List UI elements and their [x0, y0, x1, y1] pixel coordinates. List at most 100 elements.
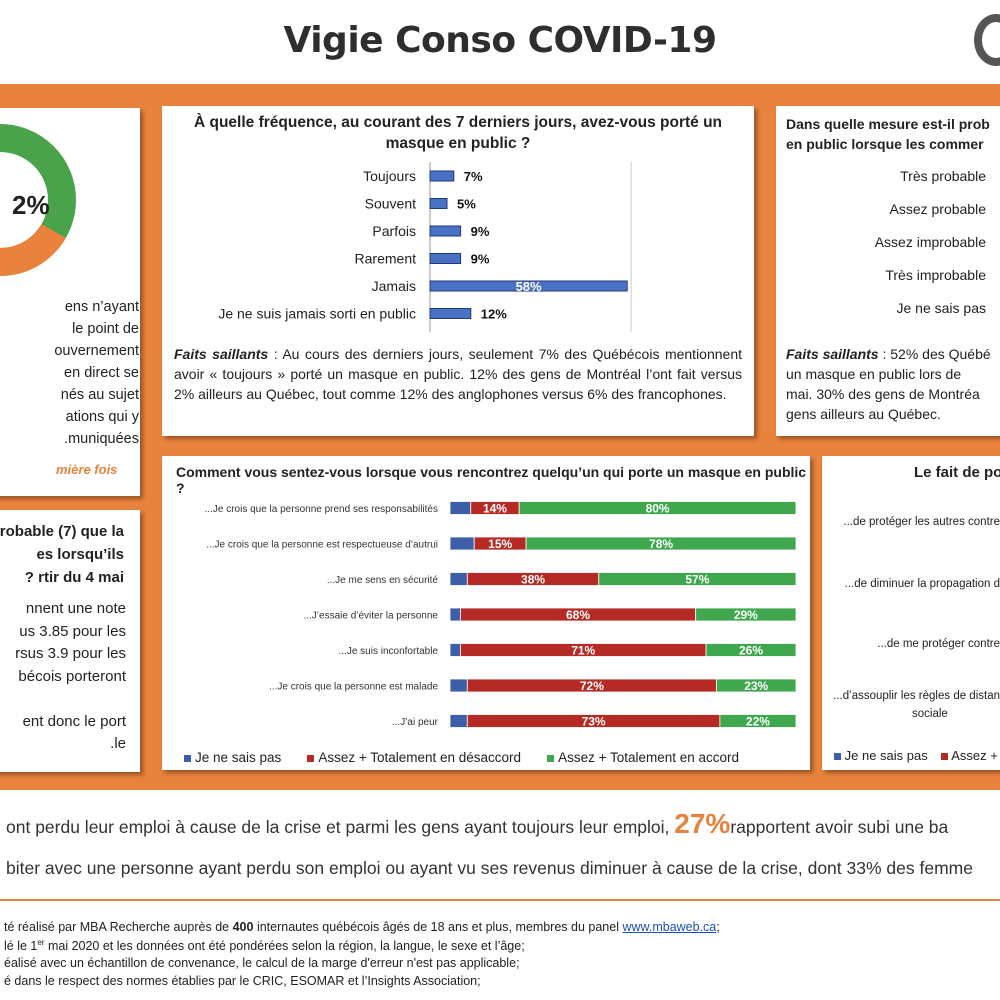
feel-data-label: 71%	[571, 644, 595, 658]
legend-swatch	[547, 755, 555, 762]
feel-bar-segment	[598, 572, 797, 586]
frequency-question: À quelle fréquence, au courant des 7 der…	[194, 114, 722, 152]
probable-panel: Dans quelle mesure est-il prob en public…	[776, 106, 1000, 436]
reasons-question: Le fait de po	[914, 464, 1000, 481]
feelings-panel: Comment vous sentez-vous lorsque vous re…	[162, 456, 810, 770]
faits-text: : Au cours des derniers jours, seulement…	[174, 346, 742, 402]
footer-line-1: té réalisé par MBA Recherche auprès de 4…	[4, 920, 720, 934]
page-title: Vigie Conso COVID-19	[283, 20, 717, 61]
probable-faits-label: Faits saillants	[786, 346, 879, 362]
feel-data-label: 38%	[521, 573, 545, 587]
feel-data-label: 78%	[649, 537, 673, 551]
freq-bar	[429, 170, 455, 182]
feel-data-label: 68%	[566, 608, 590, 622]
left-panel-probability: robable (7) que la es lorsqu’ils rtir du…	[0, 510, 140, 772]
feel-bar-segment	[449, 501, 472, 515]
feel-bar-segment	[716, 678, 797, 693]
donut-value: 2%	[12, 190, 50, 220]
lower-section: ont perdu leur emploi à cause de la cris…	[0, 790, 1000, 1000]
mbaweb-link[interactable]: www.mbaweb.ca	[622, 920, 717, 934]
probable-question: Dans quelle mesure est-il prob en public…	[786, 116, 990, 152]
awareness-highlight: mière fois	[56, 462, 118, 477]
footer-l1-end: ;	[716, 920, 720, 934]
probable-category-label: Très improbable	[885, 267, 986, 283]
feel-data-label: 72%	[580, 679, 604, 693]
feel-data-label: 14%	[483, 502, 507, 516]
probability-text: nnent une note us 3.85 pour les rsus 3.9…	[15, 600, 126, 752]
feel-bar-segment	[518, 501, 797, 515]
probable-category-label: Assez improbable	[874, 234, 986, 250]
freq-category-label: Parfois	[372, 223, 416, 239]
legend-swatch-dk	[834, 753, 841, 760]
freq-data-label: 7%	[464, 169, 483, 184]
feel-bar-segment	[449, 643, 461, 657]
feel-category-label: ...Je me sens en sécurité	[327, 575, 439, 586]
freq-bar	[429, 308, 472, 319]
freq-data-label: 9%	[471, 224, 490, 239]
stat-line-2: biter avec une personne ayant perdu son …	[6, 858, 973, 878]
footer-l2-sup: er	[37, 938, 45, 947]
frequency-faits: Faits saillants : Au cours des derniers …	[174, 344, 742, 404]
freq-category-label: Rarement	[355, 251, 417, 267]
probable-faits: Faits saillants : 52% des Québé un masqu…	[786, 344, 1000, 424]
freq-category-label: Toujours	[363, 168, 416, 184]
legend-label: Je ne sais pas	[195, 750, 282, 765]
freq-data-label: 9%	[471, 252, 490, 267]
reasons-item-2: ...de diminuer la propagation d	[844, 578, 1000, 590]
probable-category-label: Je ne sais pas	[896, 300, 987, 316]
feel-category-label: ...Je crois que la personne prend ses re…	[205, 504, 438, 515]
feelings-stacked-chart: ...Je crois que la personne prend ses re…	[205, 501, 797, 729]
feel-category-label: ...Je crois que la personne est malade	[269, 682, 438, 693]
freq-bar	[429, 253, 462, 264]
feelings-question: Comment vous sentez-vous lorsque vous re…	[176, 464, 807, 496]
freq-bar	[429, 198, 448, 209]
probability-question: robable (7) que la es lorsqu’ils rtir du…	[0, 523, 124, 586]
stat-line-1-post: rapportent avoir subi une ba	[730, 817, 949, 837]
footer-line-2: lé le 1er mai 2020 et les données ont ét…	[4, 938, 525, 953]
freq-data-label: 58%	[516, 279, 542, 294]
freq-category-label: Souvent	[365, 196, 416, 212]
feel-data-label: 22%	[746, 715, 770, 729]
feel-bar-segment	[719, 714, 797, 728]
awareness-text: ens n’ayant le point de ouvernement en d…	[54, 299, 139, 447]
feel-bar-segment	[705, 643, 797, 657]
stat-27-pct: 27%	[674, 808, 731, 839]
probable-faits-text: : 52% des Québé un masque en public lors…	[786, 346, 991, 422]
freq-bar	[429, 280, 628, 292]
feel-data-label: 29%	[734, 608, 758, 622]
feel-data-label: 26%	[739, 644, 763, 658]
feel-data-label: 73%	[582, 715, 606, 729]
footer-l2-pre: lé le 1	[4, 939, 38, 954]
feel-category-label: ...Je crois que la personne est respectu…	[206, 540, 438, 551]
feel-bar-segment	[449, 536, 475, 551]
feel-bar-segment	[449, 607, 461, 622]
freq-bar	[429, 225, 462, 237]
legend-label: Assez + Totalement en accord	[558, 750, 740, 765]
feel-data-label: 23%	[744, 679, 768, 693]
feel-bar-segment	[449, 714, 468, 728]
footer-l2-post: mai 2020 et les données ont été pondérée…	[44, 939, 525, 954]
probable-category-label: Assez probable	[889, 201, 986, 217]
footer-l1-bold: 400	[232, 920, 254, 934]
reasons-item-3: ...de me protéger contre	[877, 638, 1000, 650]
divider	[0, 899, 1000, 901]
logo	[974, 14, 1000, 66]
feel-category-label: ...J’ai peur	[392, 717, 439, 728]
frequency-panel: À quelle fréquence, au courant des 7 der…	[162, 106, 754, 436]
legend-swatch	[184, 755, 191, 762]
footer-line-4: é dans le respect des normes établies pa…	[4, 974, 481, 988]
reasons-legend-2: Assez + T	[951, 748, 1000, 763]
reasons-legend-1: Je ne sais pas	[844, 748, 928, 763]
probable-category-label: Très probable	[900, 168, 986, 184]
feel-data-label: 15%	[488, 537, 512, 551]
header: Vigie Conso COVID-19	[0, 0, 1000, 84]
legend-swatch	[307, 755, 315, 762]
reasons-item-4: ...d’assouplir les règles de distan	[833, 690, 1000, 702]
feel-data-label: 80%	[646, 502, 670, 516]
freq-category-label: Jamais	[372, 278, 416, 294]
legend-label: Assez + Totalement en désaccord	[318, 750, 522, 765]
faits-label: Faits saillants	[174, 346, 269, 362]
feel-bar-segment	[449, 678, 468, 693]
freq-data-label: 12%	[481, 307, 507, 322]
footer-l1-pre: té réalisé par MBA Recherche auprès de	[4, 920, 233, 934]
